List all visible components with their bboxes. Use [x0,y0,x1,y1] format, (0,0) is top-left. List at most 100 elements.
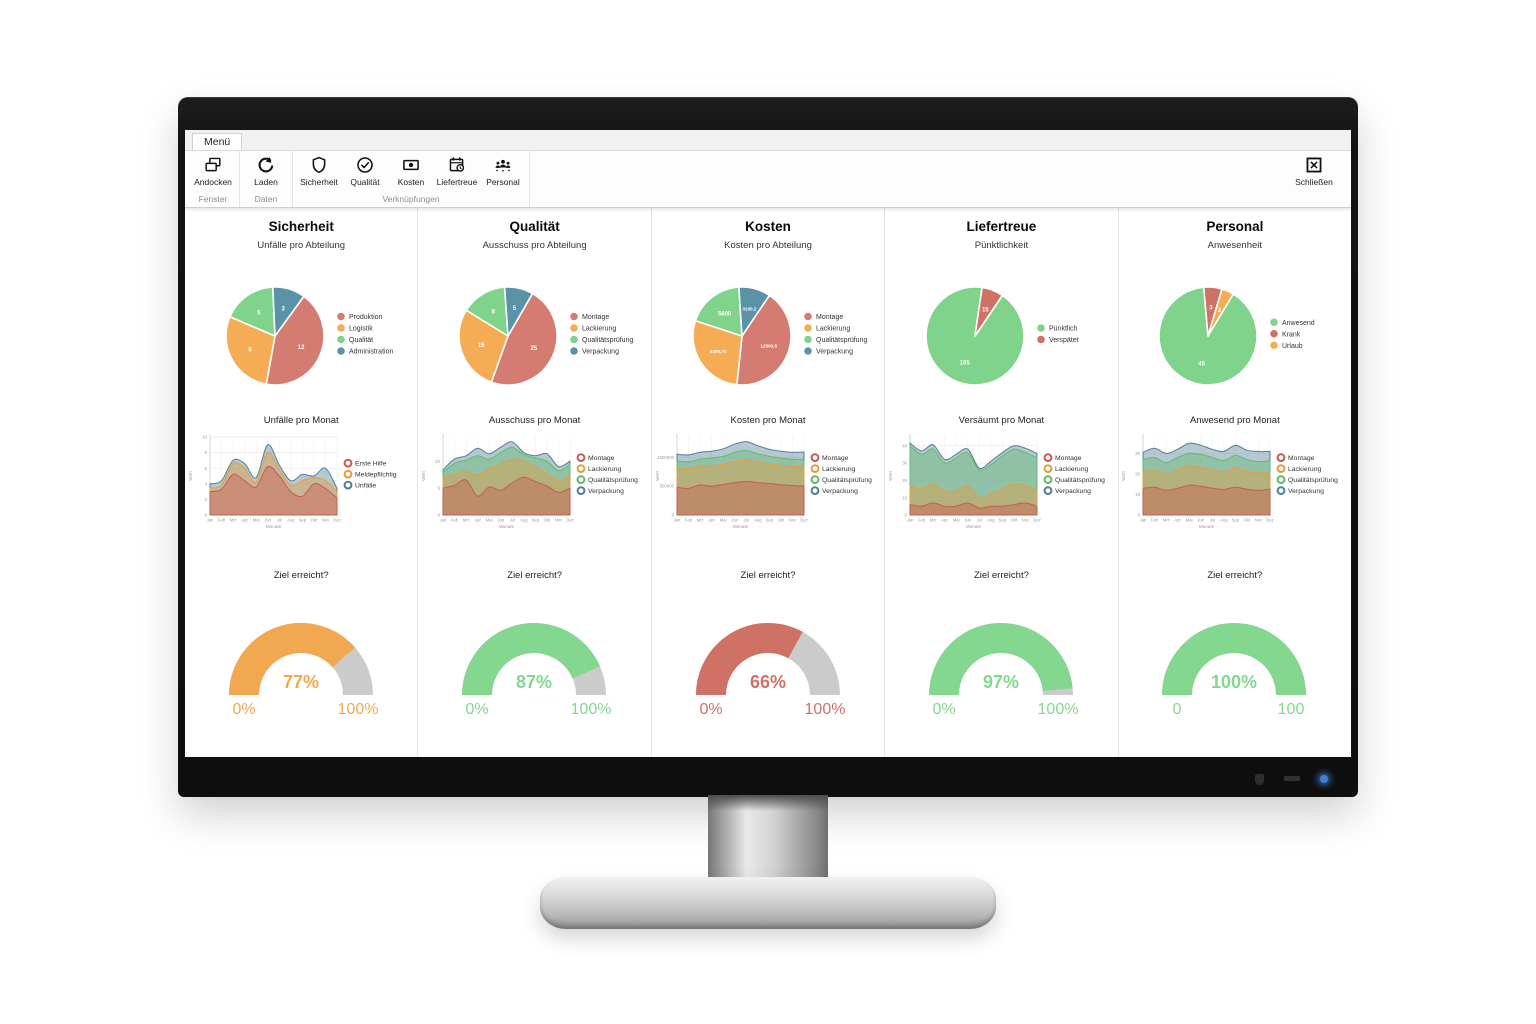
svg-text:Jan: Jan [206,518,213,523]
ribbon-button-personal[interactable]: Personal [480,151,526,193]
svg-text:Qualitätsprüfung: Qualitätsprüfung [816,337,867,344]
ribbon-button-sicherheit[interactable]: Sicherheit [296,151,342,193]
pie-chart: 45 3 2 Anwesend Krank Urlaub [1158,286,1315,386]
svg-text:66%: 66% [750,672,786,692]
svg-text:Okt: Okt [310,518,317,523]
svg-text:Dez: Dez [1267,518,1274,523]
ribbon-button-label: Laden [254,177,278,187]
monitor-frame: Menü Andocken Fenster Laden Daten Sicherheit… [178,97,1358,797]
ribbon-button-liefertreue[interactable]: Liefertreue [434,151,480,193]
svg-text:40: 40 [902,443,907,448]
svg-text:Verpackung: Verpackung [1288,488,1324,495]
svg-text:Logistik: Logistik [349,326,373,333]
svg-text:5600: 5600 [717,311,731,317]
svg-text:Monate: Monate [266,524,282,529]
gauge-chart: 100% 0 100 [1162,623,1307,718]
svg-text:Mrz: Mrz [1163,518,1170,523]
svg-text:Verpackung: Verpackung [816,349,853,356]
svg-text:Verpackung: Verpackung [1055,488,1091,495]
people-icon [495,159,511,172]
svg-text:Feb: Feb [918,518,926,523]
monitor-stand-neck [708,795,828,887]
svg-text:2: 2 [1218,308,1222,314]
svg-text:Feb: Feb [684,518,692,523]
ribbon-button-label: Kosten [397,177,425,187]
svg-text:Montage: Montage [1055,455,1082,462]
ribbon-button-label: Personal [486,177,520,187]
svg-text:Mai: Mai [1186,518,1193,523]
svg-text:Feb: Feb [1151,518,1159,523]
svg-text:Anwesend: Anwesend [1282,320,1315,327]
svg-text:Sep: Sep [298,518,306,523]
svg-text:8: 8 [248,347,252,353]
area-chart: 0 500000 1000000 Jan Feb Mrz Apr Mai Jun Jul Aug Se… [655,434,872,529]
svg-text:Nov: Nov [321,518,329,523]
pie-chart-title: Anwesenheit [1207,240,1263,251]
svg-text:Aug: Aug [1220,518,1228,523]
svg-text:Montage: Montage [816,314,843,321]
svg-text:3: 3 [1210,306,1214,312]
dashboard: Sicherheit Unfälle pro Abteilung 12 8 5 3 Prod… [185,208,1351,757]
svg-text:Montage: Montage [1288,455,1315,462]
svg-text:Mai: Mai [953,518,960,523]
gauge-chart: 66% 0% 100% [695,623,845,718]
area-chart-title: Unfälle pro Monat [263,415,339,426]
svg-text:Monate: Monate [1199,524,1215,529]
svg-text:Nov: Nov [788,518,796,523]
dock-icon [205,157,221,172]
svg-text:0: 0 [1138,513,1141,518]
ribbon-group-fenster: Andocken Fenster [187,151,240,207]
pie-chart: 12500,5 8400,75 5600 3100,2 Montage Lackierun… [691,286,867,386]
area-chart: 0 10 20 30 40 Jan Feb Mrz Apr Mai Jun Jul Aug Sep Okt N… [888,434,1105,529]
svg-text:Monate: Monate [732,524,748,529]
menu-tab[interactable]: Menü [192,133,243,150]
svg-text:Lackierung: Lackierung [582,326,616,333]
svg-text:Jan: Jan [673,518,680,523]
ribbon-group-verknpfungen: Sicherheit Qualität Kosten Liefertreue Perso… [293,151,530,207]
svg-text:Jan: Jan [907,518,914,523]
svg-text:Wert: Wert [655,470,660,480]
ribbon-button-qualitt[interactable]: Qualität [342,151,388,193]
svg-text:Mrz: Mrz [696,518,703,523]
ribbon-button-andocken[interactable]: Andocken [190,151,236,193]
close-button[interactable]: Schließen [1291,151,1337,187]
svg-text:15: 15 [982,307,989,313]
svg-text:5: 5 [513,306,517,312]
ribbon-button-kosten[interactable]: Kosten [388,151,434,193]
gauge-chart: 77% 0% 100% [228,623,378,718]
power-led [1320,774,1328,783]
screen: Menü Andocken Fenster Laden Daten Sicherheit… [185,130,1351,757]
gauge-chart: 87% 0% 100% [462,623,612,718]
svg-text:12: 12 [297,345,304,351]
monitor-power-button [1284,776,1300,781]
monitor-joystick-button [1255,774,1264,783]
svg-text:0%: 0% [232,701,255,718]
svg-text:Montage: Montage [588,455,615,462]
banknote-icon [403,159,419,171]
svg-text:Qualitätsprüfung: Qualitätsprüfung [1288,477,1338,484]
svg-text:Montage: Montage [582,314,609,321]
kpi-title: Kosten [745,219,791,234]
svg-text:Qualität: Qualität [349,337,373,344]
svg-text:Lackierung: Lackierung [1055,466,1088,473]
pie-chart-title: Kosten pro Abteilung [724,240,812,251]
svg-text:8: 8 [492,310,496,316]
svg-text:Monate: Monate [499,524,515,529]
svg-text:Dez: Dez [566,518,573,523]
svg-text:Aug: Aug [754,518,762,523]
svg-text:77%: 77% [283,672,319,692]
gauge-title: Ziel erreicht? [740,570,796,581]
svg-text:Jul: Jul [510,518,515,523]
svg-text:Aug: Aug [987,518,995,523]
svg-text:10: 10 [1136,492,1141,497]
svg-text:Administration: Administration [349,349,393,356]
svg-text:12500,5: 12500,5 [760,344,777,349]
svg-text:Qualitätsprüfung: Qualitätsprüfung [822,477,872,484]
ribbon-group-caption: Daten [254,194,278,204]
svg-text:Jul: Jul [743,518,748,523]
svg-text:Mai: Mai [253,518,260,523]
bezel-controls [1255,774,1328,783]
svg-text:8: 8 [204,450,207,455]
ribbon-button-laden[interactable]: Laden [243,151,289,193]
area-chart-title: Anwesend pro Monat [1189,415,1280,426]
